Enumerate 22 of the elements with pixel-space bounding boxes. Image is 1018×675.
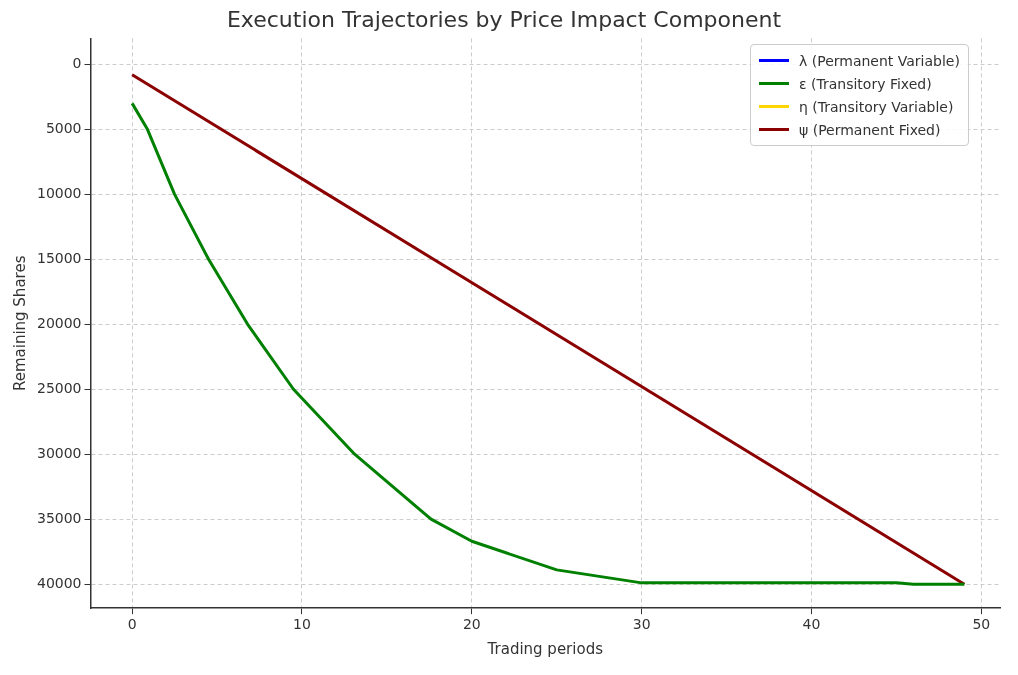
x-tick-label: 40 (802, 616, 821, 633)
x-axis-title: Trading periods (486, 639, 604, 658)
legend-label: η (Transitory Variable) (799, 98, 954, 115)
y-tick-label: 35000 (36, 509, 82, 526)
legend-label: ψ (Permanent Fixed) (799, 121, 941, 138)
y-axis-title: Remaining Shares (10, 255, 29, 392)
y-tick-label: 15000 (36, 249, 82, 266)
x-tick-label: 0 (127, 616, 137, 633)
y-tick-label: 0 (72, 55, 82, 72)
y-tick-label: 5000 (45, 120, 82, 136)
legend-label: λ (Permanent Variable) (799, 52, 960, 69)
y-tick-label: 10000 (36, 184, 82, 201)
x-tick-label: 20 (462, 616, 481, 633)
y-tick-label: 30000 (36, 444, 82, 461)
y-tick-label: 25000 (36, 379, 82, 396)
x-tick-label: 10 (293, 616, 311, 633)
y-tick-label: 40000 (36, 574, 82, 591)
y-tick-label: 20000 (36, 314, 82, 331)
x-tick-label: 30 (632, 616, 651, 633)
chart-title: Execution Trajectories by Price Impact Component (226, 6, 782, 32)
x-tick-label: 50 (972, 616, 991, 633)
legend-label: ε (Transitory Fixed) (799, 75, 932, 92)
